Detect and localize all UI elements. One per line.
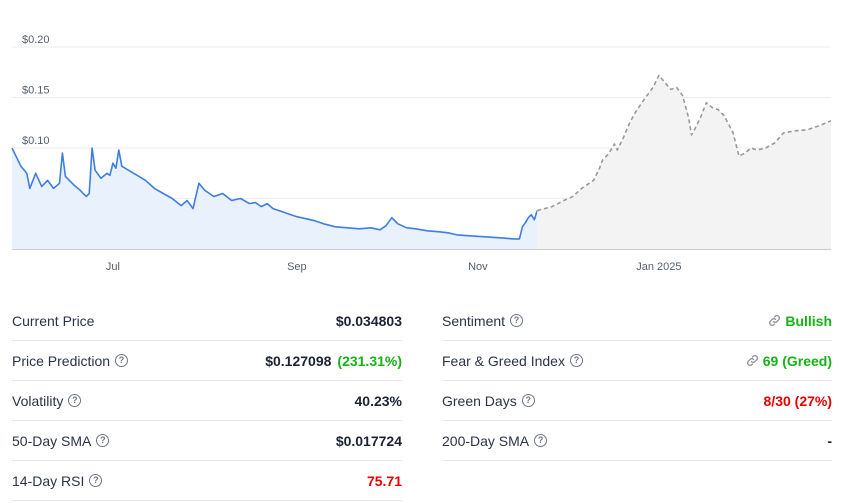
stat-row: 50-Day SMA? $0.017724 [12,421,402,461]
stat-row: Green Days? 8/30 (27%) [442,381,832,421]
stat-value-text: - [827,432,832,449]
stats-table-right: Sentiment? Bullish Fear & Greed Index? 69 (… [442,301,832,461]
stat-label-text: Fear & Greed Index [442,352,565,369]
stat-label: 14-Day RSI? [12,472,103,489]
y-tick-label: $0.15 [22,85,50,97]
x-tick-label: Nov [468,261,488,273]
stat-label-text: 50-Day SMA [12,432,92,449]
help-icon[interactable]: ? [569,354,583,367]
stat-change-percent: (231.31%) [337,352,402,369]
stat-label: Green Days? [442,393,535,409]
stat-row: Current Price $0.034803 [12,301,402,341]
help-icon[interactable]: ? [89,474,103,487]
stat-label: Current Price [12,313,94,329]
stat-value-text: 8/30 (27%) [763,392,832,409]
stat-label: Fear & Greed Index? [442,353,583,369]
y-tick-label: $0.10 [22,135,50,147]
stat-label: Volatility? [12,392,82,409]
stat-label: Sentiment? [442,312,524,329]
stat-value-text: 75.71 [366,472,402,489]
stat-label-text: 200-Day SMA [442,432,530,449]
stat-value: $0.034803 [336,313,402,329]
forecast-area-fill [537,75,831,249]
x-tick-label: Jul [106,261,120,273]
x-tick-label: Sep [287,261,307,273]
stat-value: $0.017724 [336,433,402,449]
stat-label-text: Price Prediction [12,352,111,369]
link-icon[interactable] [746,354,759,367]
stat-value: 40.23% [355,393,402,409]
price-line [11,147,538,240]
stat-value-text: Bullish [785,312,832,329]
stat-value: - [827,433,832,449]
stat-value: 69 (Greed) [746,353,832,369]
forecast-line [536,74,832,212]
help-icon[interactable]: ? [96,434,110,447]
stat-row: Fear & Greed Index? 69 (Greed) [442,341,832,381]
y-tick-label: $0.20 [22,34,50,46]
price-area-fill [12,148,538,249]
stat-label-text: Current Price [12,312,95,329]
stat-value-text: $0.127098 [265,352,332,369]
stat-value: 75.71 [367,473,402,489]
stat-row: Price Prediction? $0.127098 (231.31%) [12,341,402,381]
stat-label-text: Volatility [12,392,64,409]
stat-label-text: Sentiment [442,312,506,329]
help-icon[interactable]: ? [68,394,82,407]
help-icon[interactable]: ? [115,354,129,367]
stat-label: 50-Day SMA? [12,432,110,449]
stat-row: Volatility? 40.23% [12,381,402,421]
stats-table-left: Current Price $0.034803 Price Prediction? $… [12,301,402,501]
help-icon[interactable]: ? [510,314,524,327]
stat-value-text: $0.017724 [335,432,402,449]
stat-row: 200-Day SMA? - [442,421,832,461]
stat-value-text: 69 (Greed) [762,352,832,369]
stat-value: Bullish [768,313,832,329]
stat-row: 14-Day RSI? 75.71 [12,461,402,501]
stat-value-text: $0.034803 [335,312,402,329]
link-icon[interactable] [768,314,781,327]
help-icon[interactable]: ? [534,434,548,447]
help-icon[interactable]: ? [521,394,535,407]
stat-value: $0.127098 (231.31%) [265,353,402,369]
x-tick-label: Jan 2025 [636,261,681,273]
stat-value-text: 40.23% [354,392,402,409]
stat-label: Price Prediction? [12,352,129,369]
stat-label-text: 14-Day RSI [12,472,85,489]
stat-value: 8/30 (27%) [764,393,832,409]
stat-row: Sentiment? Bullish [442,301,832,341]
stat-label-text: Green Days [442,392,517,409]
stat-label: 200-Day SMA? [442,432,548,449]
